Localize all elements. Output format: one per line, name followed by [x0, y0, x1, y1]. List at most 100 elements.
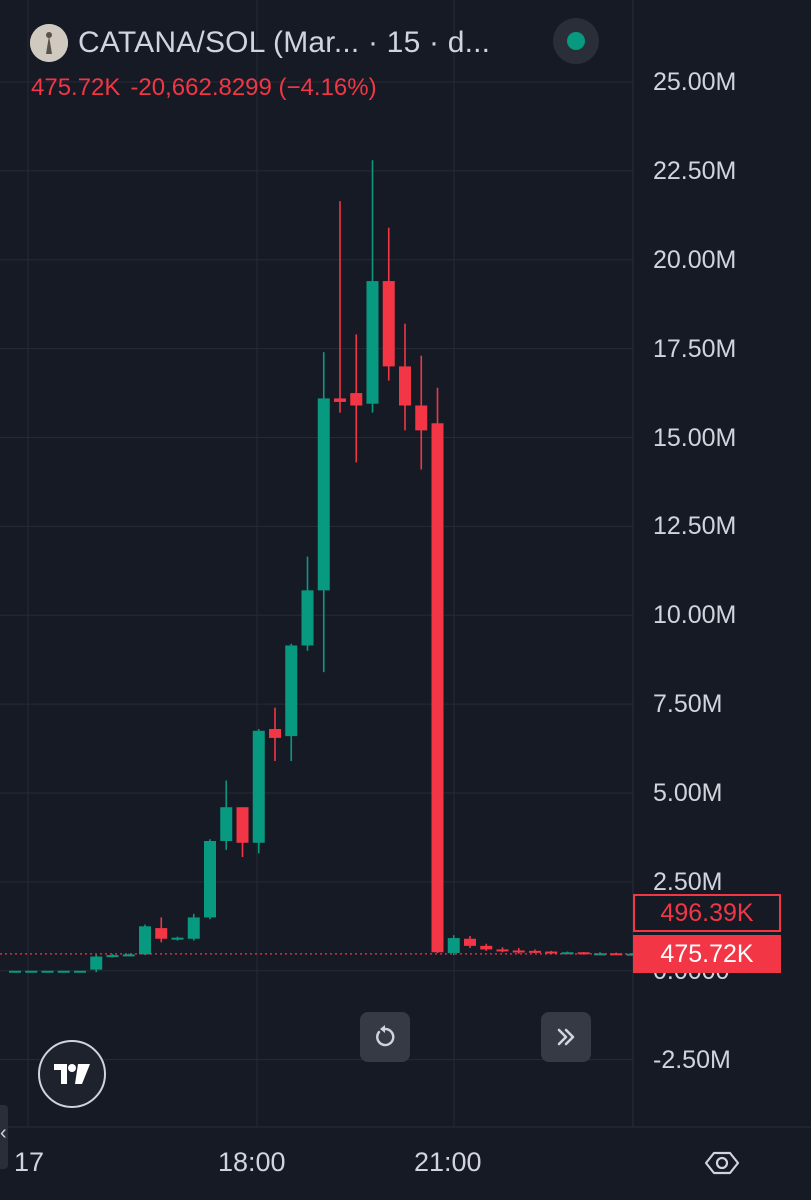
y-tick-label: 22.50M: [653, 156, 737, 185]
candle-body: [496, 949, 509, 952]
candle: [301, 556, 314, 651]
candle: [285, 643, 298, 762]
candle-body: [415, 405, 428, 431]
expand-left-arrow-icon[interactable]: ‹: [0, 1122, 7, 1144]
candle: [382, 227, 395, 381]
last-price-tag: 475.72K: [633, 935, 781, 973]
reset-icon: [376, 1025, 395, 1047]
candle: [577, 951, 590, 955]
candle-body: [350, 393, 363, 406]
candle: [464, 935, 476, 948]
candle: [269, 707, 281, 762]
candle-body: [334, 398, 346, 402]
candle-body: [41, 970, 54, 973]
candle: [431, 387, 444, 953]
candle: [171, 936, 184, 941]
y-tick-label: 5.00M: [653, 779, 723, 807]
time-axis-label-partial: 17: [14, 1147, 45, 1177]
scroll-to-realtime-icon: [557, 1028, 575, 1046]
market-status-icon: [567, 32, 585, 50]
candle-body: [269, 729, 281, 738]
candle-body: [431, 423, 444, 953]
candle: [529, 949, 541, 953]
candle-body: [285, 645, 298, 737]
candle-body: [399, 366, 411, 406]
candle: [252, 729, 265, 854]
candle: [57, 970, 70, 973]
candle-body: [57, 970, 70, 973]
y-tick-label: 12.50M: [653, 512, 737, 541]
candle-body: [577, 952, 590, 955]
candle: [74, 970, 86, 973]
left-panel-handle[interactable]: [0, 1105, 8, 1169]
candle-body: [25, 970, 38, 973]
candle-body: [139, 926, 151, 955]
candle-body: [301, 590, 314, 646]
candle: [155, 917, 168, 943]
tradingview-logo-icon: [54, 1064, 90, 1084]
candle: [41, 970, 54, 973]
candle: [366, 160, 379, 413]
candle-body: [382, 281, 395, 367]
scroll-to-realtime-button[interactable]: [541, 1012, 591, 1062]
candle-body: [366, 281, 379, 404]
candle-body: [90, 956, 103, 970]
symbol-title[interactable]: CATANA/SOL (Mar... · 15 · d...: [78, 26, 491, 59]
candle: [187, 913, 200, 941]
candles: [9, 160, 639, 973]
candle-body: [317, 398, 330, 591]
candle: [561, 951, 574, 955]
candle: [106, 954, 119, 958]
token-avatar: [30, 24, 68, 62]
y-tick-label: 10.00M: [653, 601, 737, 630]
reset-chart-button[interactable]: [360, 1012, 410, 1062]
candle-body: [187, 917, 200, 939]
candle-body: [561, 952, 574, 955]
candle-body: [74, 970, 86, 973]
candle: [334, 201, 346, 413]
candle-body: [171, 937, 184, 940]
settings-icon[interactable]: [704, 1145, 740, 1181]
time-axis-label-1800: 18:00: [218, 1147, 286, 1177]
candle: [25, 970, 38, 973]
candle: [204, 839, 216, 920]
candle: [90, 954, 103, 973]
candle-body: [106, 955, 119, 958]
previous-price-tag: 496.39K: [633, 894, 781, 932]
y-tick-label: 7.50M: [653, 690, 723, 719]
tradingview-logo-button[interactable]: [38, 1040, 106, 1108]
candle-body: [220, 807, 233, 841]
chart-grid: [0, 0, 811, 1128]
candle-body: [447, 938, 460, 953]
candle: [512, 947, 525, 954]
candle-body: [155, 928, 168, 939]
candle-body: [464, 938, 476, 946]
candle-body: [9, 970, 21, 973]
candle: [496, 947, 509, 953]
ohlc-change-value: -20,662.8299 (−4.16%): [130, 74, 377, 101]
candle-body: [236, 807, 249, 843]
candle: [9, 970, 21, 973]
y-tick-label: 2.50M: [653, 867, 723, 896]
candle: [236, 807, 249, 857]
market-status-button[interactable]: [553, 18, 599, 64]
candle-body: [626, 953, 639, 956]
candle: [317, 352, 330, 673]
candle: [122, 953, 135, 957]
candle: [139, 924, 151, 956]
candle-body: [122, 954, 135, 957]
candle-body: [512, 950, 525, 953]
ohlc-close-value: 475.72K: [31, 74, 121, 101]
candle: [220, 780, 233, 850]
candle-body: [204, 840, 216, 918]
candle: [415, 355, 428, 470]
candle-body: [529, 950, 541, 953]
candle: [399, 323, 411, 431]
candle: [626, 952, 639, 956]
ohlc-legend: 475.72K -20,662.8299 (−4.16%): [31, 74, 387, 102]
y-tick-label: 17.50M: [653, 334, 737, 363]
candle-body: [252, 730, 265, 843]
chart-header: CATANA/SOL (Mar... · 15 · d...: [30, 24, 491, 62]
candle-body: [545, 951, 558, 954]
